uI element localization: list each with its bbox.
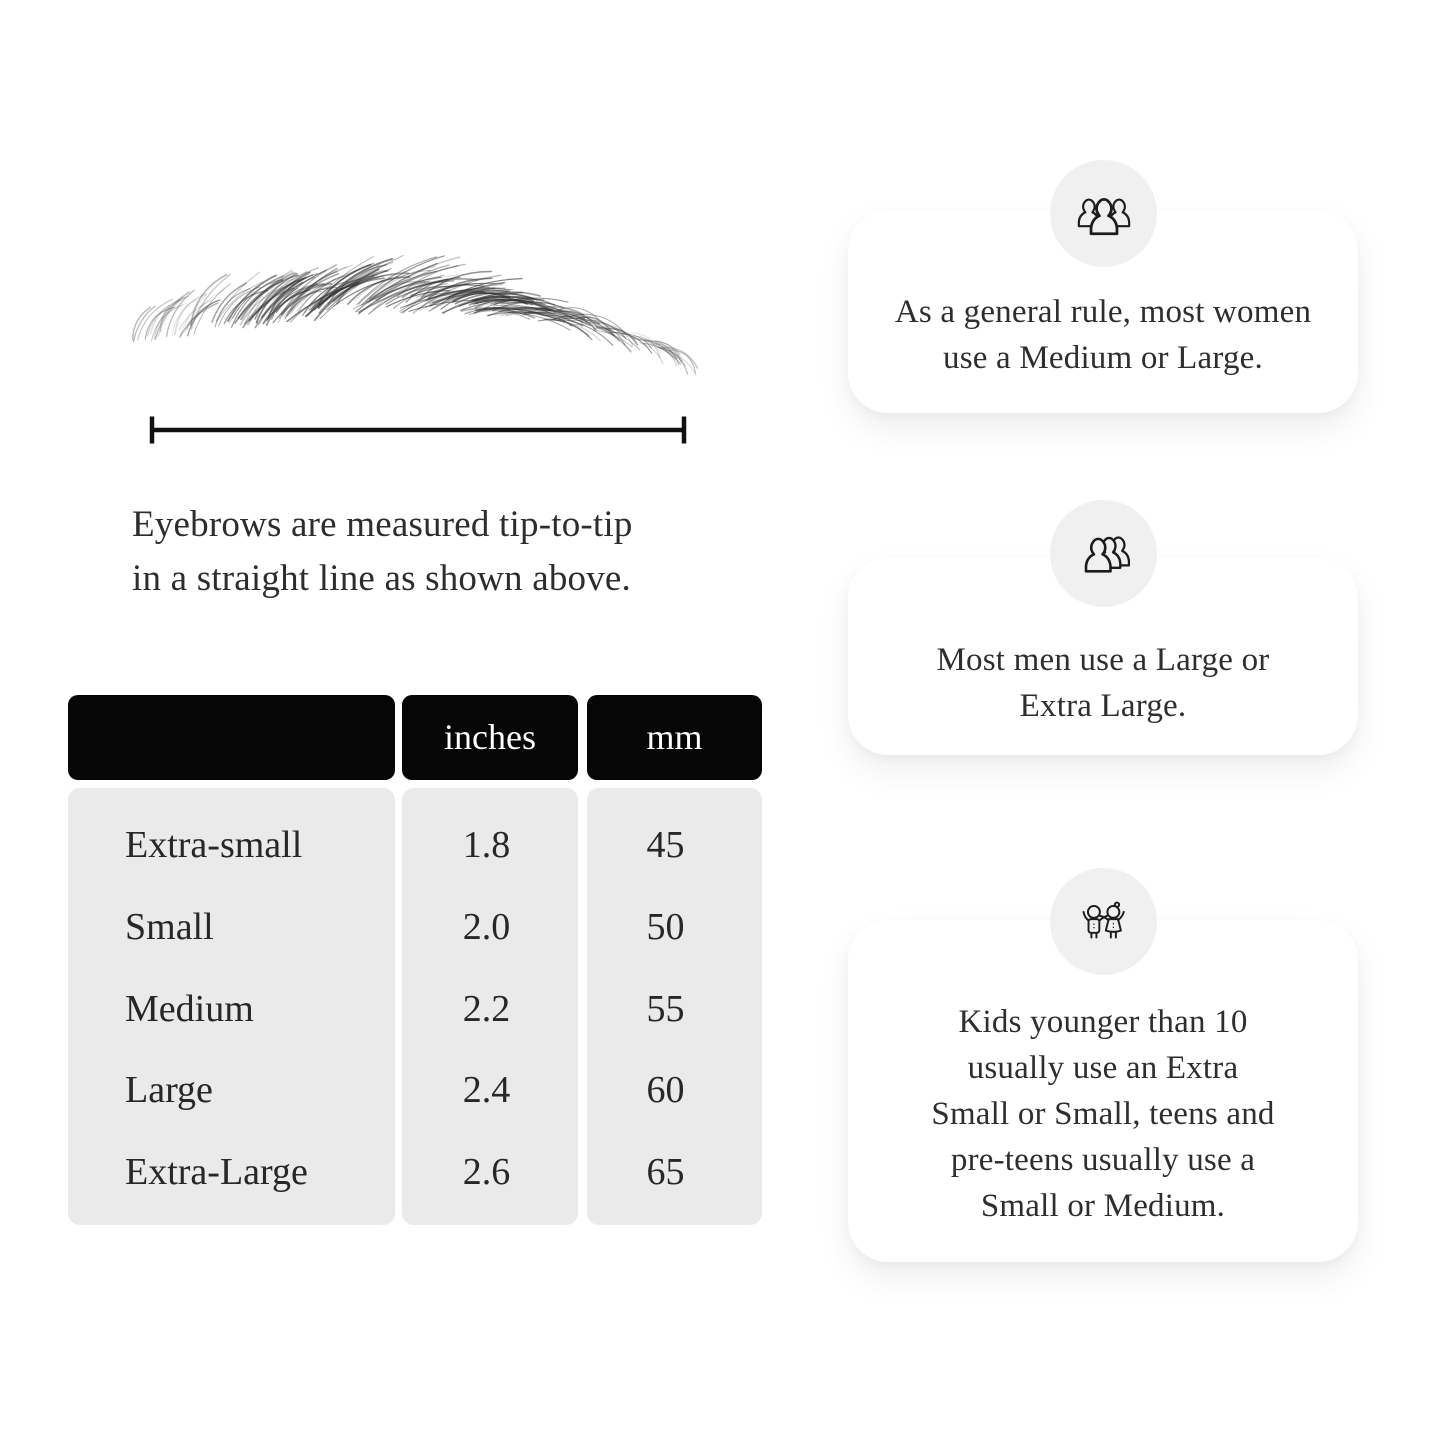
card-text-line: pre-teens usually use a [950, 1142, 1256, 1178]
table-row: Extra-small 1.8 45 [68, 804, 762, 886]
figure-caption-line: Eyebrows are measured tip-to-tip [132, 504, 633, 545]
table-header-mm: mm [587, 695, 762, 780]
table-row: Small 2.0 50 [68, 886, 762, 968]
eyebrow-hairs [131, 254, 699, 375]
figure-caption: Eyebrows are measured tip-to-tip in a st… [132, 498, 752, 606]
figure-caption-line: in a straight line as shown above. [132, 558, 632, 599]
cell-mm-value: 65 [646, 1151, 685, 1193]
cell-mm-value: 55 [646, 988, 685, 1030]
cell-mm-value: 50 [646, 906, 685, 948]
icon-bubble [1050, 868, 1157, 975]
info-card-men: Most men use a Large or Extra Large. [848, 500, 1358, 755]
women-group-icon [1077, 197, 1130, 235]
cell-mm-value: 45 [646, 824, 685, 866]
kids-icon [1082, 901, 1125, 938]
card-text-line: Small or Medium. [980, 1188, 1226, 1224]
cell-inches-value: 2.6 [462, 1151, 511, 1193]
table-header-size [68, 695, 395, 780]
card-text-line: Extra Large. [1019, 688, 1187, 724]
cell-inches-value: 1.8 [462, 824, 511, 866]
table-row: Large 2.4 60 [68, 1049, 762, 1131]
measurement-line [146, 413, 690, 447]
table-body-column-inches [402, 788, 578, 1225]
table-body-column-size [68, 788, 395, 1225]
men-group-icon [1084, 535, 1130, 573]
icon-bubble [1050, 160, 1157, 267]
card-text-line: Kids younger than 10 [958, 1004, 1248, 1040]
cell-size-label: Extra-small [125, 824, 303, 866]
table-header-inches: inches [402, 695, 578, 780]
card-text: Kids younger than 10 usually use an Extr… [848, 999, 1358, 1229]
card-text-line: use a Medium or Large. [943, 340, 1263, 376]
cell-inches-value: 2.2 [462, 988, 511, 1030]
cell-mm-value: 60 [646, 1069, 685, 1111]
cell-size-label: Large [125, 1069, 213, 1111]
icon-bubble [1050, 500, 1157, 607]
cell-size-label: Medium [125, 988, 254, 1030]
card-text: Most men use a Large or Extra Large. [848, 637, 1358, 729]
cell-inches-value: 2.0 [462, 906, 511, 948]
card-text-line: As a general rule, most women [894, 294, 1312, 330]
eyebrow-illustration [118, 228, 703, 398]
cell-size-label: Small [125, 906, 214, 948]
info-card-kids: Kids younger than 10 usually use an Extr… [848, 868, 1358, 1262]
cell-inches-value: 2.4 [462, 1069, 511, 1111]
info-card-women: As a general rule, most women use a Medi… [848, 160, 1358, 413]
table-row: Extra-Large 2.6 65 [68, 1131, 762, 1213]
table-body-column-mm [587, 788, 762, 1225]
table-row: Medium 2.2 55 [68, 968, 762, 1050]
card-text-line: usually use an Extra [967, 1050, 1239, 1086]
card-text-line: Most men use a Large or [936, 642, 1270, 678]
card-text: As a general rule, most women use a Medi… [848, 289, 1358, 381]
cell-size-label: Extra-Large [125, 1151, 308, 1193]
card-text-line: Small or Small, teens and [931, 1096, 1275, 1132]
